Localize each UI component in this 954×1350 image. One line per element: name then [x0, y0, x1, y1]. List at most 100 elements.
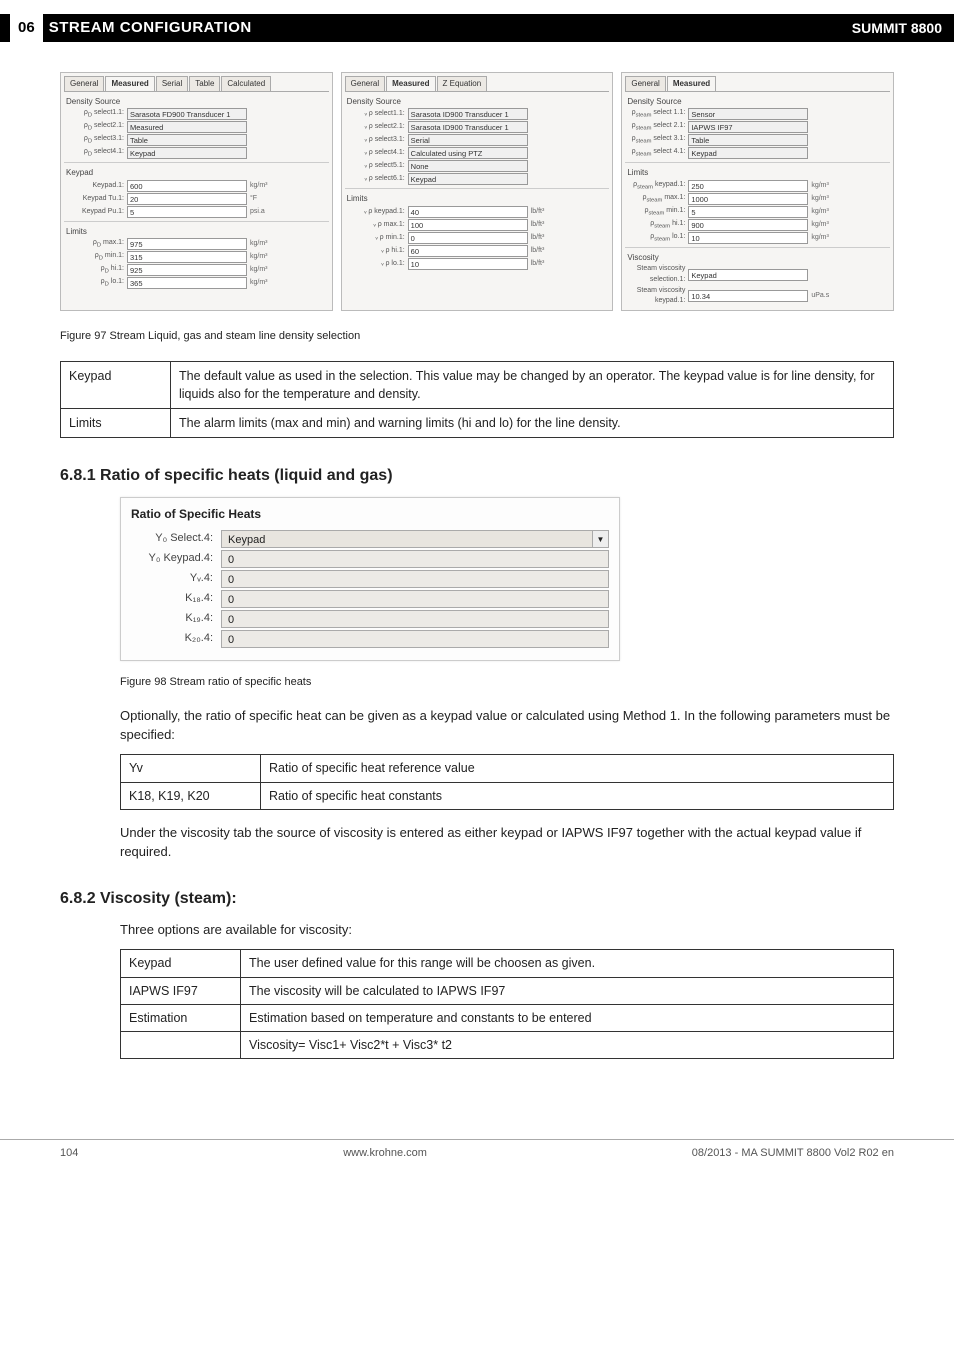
table-value: Ratio of specific heat reference value [261, 755, 894, 782]
input-field[interactable]: 100 [408, 219, 528, 231]
dropdown[interactable]: Table [688, 134, 808, 146]
unit-label: lb/ft³ [531, 220, 561, 230]
dropdown[interactable]: Calculated using PTZ [408, 147, 528, 159]
field-label: ρsteam max.1: [625, 193, 685, 205]
tab[interactable]: Measured [386, 76, 435, 91]
dropdown[interactable]: None [408, 160, 528, 172]
ratio-params-table: YvRatio of specific heat reference value… [120, 754, 894, 809]
group-label: Viscosity [627, 252, 890, 264]
unit-label: psi.a [250, 207, 280, 217]
field-label: ᵥ ρ select1.1: [345, 109, 405, 119]
tab[interactable]: General [625, 76, 665, 91]
input-field[interactable]: 5 [127, 206, 247, 218]
tab[interactable]: Measured [105, 76, 154, 91]
group-label: Limits [347, 193, 610, 205]
ratio-specific-heats-panel: Ratio of Specific Heats Y₀ Select.4:Keyp… [120, 497, 620, 660]
dropdown[interactable]: Sarasota ID900 Transducer 1 [408, 108, 528, 120]
tab[interactable]: General [345, 76, 385, 91]
input-field[interactable]: 925 [127, 264, 247, 276]
unit-label: lb/ft³ [531, 207, 561, 217]
input-field[interactable]: 365 [127, 277, 247, 289]
table-key: K18, K19, K20 [121, 782, 261, 809]
group-label: Keypad [66, 167, 329, 179]
table-key: Keypad [61, 361, 171, 408]
ratio-input[interactable]: 0 [221, 630, 609, 648]
dropdown[interactable]: Sensor [688, 108, 808, 120]
group-label: Density Source [66, 96, 329, 108]
field-label: ρsteam select 3.1: [625, 134, 685, 146]
page-number: 104 [60, 1146, 78, 1162]
unit-label: °F [250, 194, 280, 204]
dropdown[interactable]: IAPWS IF97 [688, 121, 808, 133]
input-field[interactable]: 1000 [688, 193, 808, 205]
input-field[interactable]: 5 [688, 206, 808, 218]
viscosity-intro: Three options are available for viscosit… [120, 921, 894, 940]
unit-label: kg/m³ [811, 220, 841, 230]
unit-label: kg/m³ [250, 265, 280, 275]
unit-label: kg/m³ [250, 252, 280, 262]
table-value: The viscosity will be calculated to IAPW… [241, 977, 894, 1004]
tab[interactable]: Z Equation [437, 76, 488, 91]
field-label: Keypad.1: [64, 181, 124, 191]
keypad-limits-table: KeypadThe default value as used in the s… [60, 361, 894, 438]
tab[interactable]: Calculated [221, 76, 271, 91]
input-field[interactable]: 10.34 [688, 290, 808, 302]
ratio-input[interactable]: 0 [221, 590, 609, 608]
field-label: ρD lo.1: [64, 277, 124, 289]
input-field[interactable]: 10 [408, 258, 528, 270]
unit-label: kg/m³ [811, 194, 841, 204]
dropdown[interactable]: Serial [408, 134, 528, 146]
ratio-input[interactable]: 0 [221, 570, 609, 588]
table-key: Estimation [121, 1004, 241, 1031]
unit-label: lb/ft³ [531, 259, 561, 269]
group-label: Limits [66, 226, 329, 238]
input-field[interactable]: 600 [127, 180, 247, 192]
tab[interactable]: Table [189, 76, 220, 91]
tab[interactable]: Serial [156, 76, 188, 91]
input-field[interactable]: 900 [688, 219, 808, 231]
input-field[interactable]: 20 [127, 193, 247, 205]
field-label: ρD max.1: [64, 238, 124, 250]
input-field[interactable]: 60 [408, 245, 528, 257]
dropdown[interactable]: Keypad [127, 147, 247, 159]
field-label: ᵥ ρ select2.1: [345, 122, 405, 132]
field-label: ρsteam lo.1: [625, 232, 685, 244]
tab[interactable]: General [64, 76, 104, 91]
tab[interactable]: Measured [667, 76, 716, 91]
input-field[interactable]: Keypad [688, 269, 808, 281]
table-value: The alarm limits (max and min) and warni… [171, 409, 894, 438]
input-field[interactable]: 315 [127, 251, 247, 263]
table-value: Estimation based on temperature and cons… [241, 1004, 894, 1031]
ratio-input[interactable]: 0 [221, 550, 609, 568]
field-label: ρsteam select 2.1: [625, 121, 685, 133]
config-dialog: GeneralMeasuredZ EquationDensity Sourceᵥ… [341, 72, 614, 311]
ratio-label: Y₀ Keypad.4: [131, 551, 221, 567]
dropdown[interactable]: Sarasota FD900 Transducer 1 [127, 108, 247, 120]
field-label: ρsteam select 1.1: [625, 108, 685, 120]
ratio-label: K₁₈.4: [131, 591, 221, 607]
table-key: IAPWS IF97 [121, 977, 241, 1004]
input-field[interactable]: 250 [688, 180, 808, 192]
dropdown-arrow-icon[interactable]: ▼ [593, 530, 609, 548]
field-label: ᵥ ρ select6.1: [345, 174, 405, 184]
ratio-input[interactable]: 0 [221, 610, 609, 628]
field-label: ᵥ ρ lo.1: [345, 259, 405, 269]
table-value: Ratio of specific heat constants [261, 782, 894, 809]
table-value: Viscosity= Visc1+ Visc2*t + Visc3* t2 [241, 1031, 894, 1058]
input-field[interactable]: 0 [408, 232, 528, 244]
field-label: ᵥ ρ select5.1: [345, 161, 405, 171]
input-field[interactable]: 40 [408, 206, 528, 218]
dropdown[interactable]: Keypad [408, 173, 528, 185]
ratio-description: Optionally, the ratio of specific heat c… [120, 707, 894, 745]
field-label: ᵥ ρ hi.1: [345, 246, 405, 256]
ratio-input[interactable]: Keypad [221, 530, 593, 548]
field-label: ᵥ ρ max.1: [345, 220, 405, 230]
dropdown[interactable]: Sarasota ID900 Transducer 1 [408, 121, 528, 133]
dropdown[interactable]: Table [127, 134, 247, 146]
input-field[interactable]: 975 [127, 238, 247, 250]
group-label: Limits [627, 167, 890, 179]
input-field[interactable]: 10 [688, 232, 808, 244]
dropdown[interactable]: Keypad [688, 147, 808, 159]
dropdown[interactable]: Measured [127, 121, 247, 133]
unit-label: kg/m³ [811, 233, 841, 243]
